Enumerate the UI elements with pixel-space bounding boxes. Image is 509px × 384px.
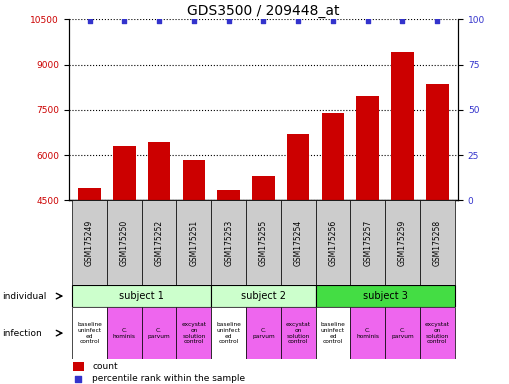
Text: percentile rank within the sample: percentile rank within the sample — [92, 374, 245, 383]
Bar — [72, 285, 211, 307]
Bar — [148, 142, 171, 336]
Text: individual: individual — [3, 291, 47, 301]
Text: GSM175251: GSM175251 — [189, 220, 199, 266]
Point — [329, 18, 337, 24]
Bar — [107, 200, 142, 285]
Bar — [287, 134, 309, 336]
Point — [363, 18, 372, 24]
Text: GSM175255: GSM175255 — [259, 220, 268, 266]
Bar — [107, 307, 142, 359]
Text: GSM175250: GSM175250 — [120, 220, 129, 266]
Text: count: count — [92, 362, 118, 371]
Text: subject 3: subject 3 — [362, 291, 408, 301]
Bar — [211, 285, 316, 307]
Text: GSM175252: GSM175252 — [155, 220, 163, 266]
Bar — [78, 189, 101, 336]
Point — [260, 18, 268, 24]
Bar — [420, 307, 455, 359]
Text: baseline
uninfect
ed
control: baseline uninfect ed control — [321, 322, 346, 344]
Text: GSM175258: GSM175258 — [433, 220, 442, 266]
Bar — [322, 113, 344, 336]
Bar — [385, 307, 420, 359]
Bar — [316, 307, 350, 359]
Bar — [72, 307, 107, 359]
Bar — [385, 200, 420, 285]
Text: C.
parvum: C. parvum — [148, 328, 171, 339]
Bar — [356, 96, 379, 336]
Text: GSM175256: GSM175256 — [328, 220, 337, 266]
Text: GSM175259: GSM175259 — [398, 220, 407, 266]
Text: subject 2: subject 2 — [241, 291, 286, 301]
Title: GDS3500 / 209448_at: GDS3500 / 209448_at — [187, 4, 340, 18]
Point — [74, 376, 82, 382]
Bar — [426, 84, 448, 336]
Text: GSM175253: GSM175253 — [224, 220, 233, 266]
Bar — [420, 200, 455, 285]
Bar — [142, 200, 177, 285]
Bar — [350, 200, 385, 285]
Bar — [391, 53, 414, 336]
Point — [190, 18, 198, 24]
Point — [294, 18, 302, 24]
Bar — [281, 200, 316, 285]
Bar — [211, 307, 246, 359]
Bar — [142, 307, 177, 359]
Bar — [177, 307, 211, 359]
Text: C.
hominis: C. hominis — [356, 328, 379, 339]
Bar — [281, 307, 316, 359]
Bar — [316, 285, 455, 307]
Text: excystat
on
solution
control: excystat on solution control — [286, 322, 310, 344]
Bar — [252, 176, 275, 336]
Point — [120, 18, 128, 24]
Text: GSM175254: GSM175254 — [294, 220, 303, 266]
Bar — [72, 200, 107, 285]
Point — [433, 18, 441, 24]
Text: C.
parvum: C. parvum — [391, 328, 414, 339]
Text: GSM175249: GSM175249 — [85, 220, 94, 266]
Bar — [246, 200, 281, 285]
Bar — [316, 200, 350, 285]
Text: C.
hominis: C. hominis — [113, 328, 136, 339]
Text: baseline
uninfect
ed
control: baseline uninfect ed control — [77, 322, 102, 344]
Text: C.
parvum: C. parvum — [252, 328, 275, 339]
Bar — [211, 200, 246, 285]
Text: infection: infection — [3, 329, 42, 338]
Bar — [177, 200, 211, 285]
Text: GSM175257: GSM175257 — [363, 220, 372, 266]
Bar — [217, 190, 240, 336]
Bar — [350, 307, 385, 359]
Point — [399, 18, 407, 24]
Text: subject 1: subject 1 — [119, 291, 164, 301]
Text: excystat
on
solution
control: excystat on solution control — [425, 322, 450, 344]
Text: baseline
uninfect
ed
control: baseline uninfect ed control — [216, 322, 241, 344]
Bar — [246, 307, 281, 359]
Bar — [113, 146, 135, 336]
Bar — [73, 362, 84, 371]
Text: excystat
on
solution
control: excystat on solution control — [181, 322, 206, 344]
Bar — [183, 160, 205, 336]
Point — [224, 18, 233, 24]
Point — [86, 18, 94, 24]
Point — [155, 18, 163, 24]
